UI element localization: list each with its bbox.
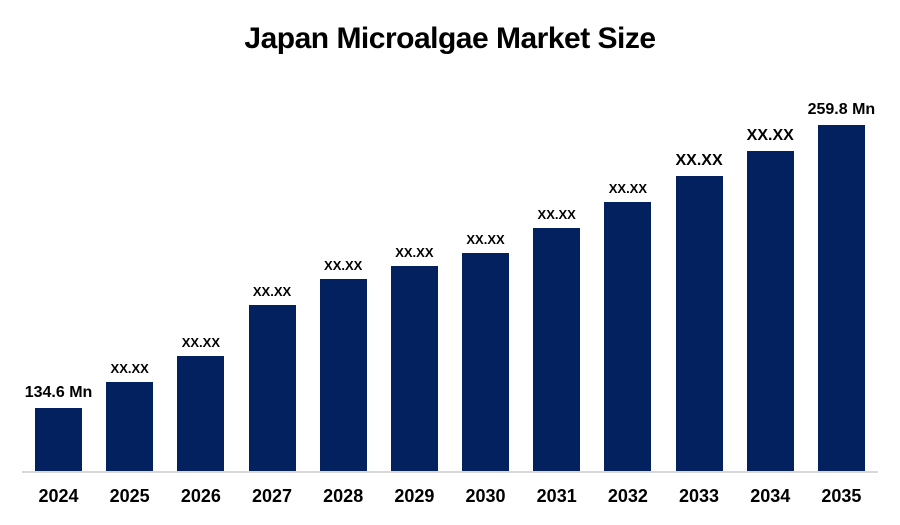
bar-value-label: XX.XX	[466, 232, 505, 247]
bar-value-label: XX.XX	[537, 207, 576, 222]
bar-value-label: XX.XX	[181, 335, 220, 350]
bar-2027: XX.XX	[248, 285, 296, 471]
x-tick-label-2027: 2027	[251, 486, 293, 506]
bar-2030: XX.XX	[462, 233, 510, 471]
bar-2026: XX.XX	[177, 336, 225, 471]
bar-2025: XX.XX	[106, 362, 154, 471]
bar-series: 134.6 Mn XX.XX XX.XX XX.XX XX.XX XX.XX XX.XX XX…	[25, 71, 875, 471]
bar-value-label: 259.8 Mn	[807, 101, 876, 118]
bar-value-label: XX.XX	[324, 258, 363, 273]
x-tick-label-2033: 2033	[679, 486, 720, 506]
x-tick-label-2031: 2031	[536, 486, 577, 506]
x-tick-label-2028: 2028	[323, 486, 364, 506]
bar-value-label: XX.XX	[675, 152, 723, 169]
x-axis-tick-labels: 2024 2025 2026 2027 2028 2029 2030 2031 2032 2033…	[35, 486, 865, 507]
bar-value-label: XX.XX	[252, 284, 292, 299]
x-axis-line	[22, 471, 878, 473]
bar-2028: XX.XX	[319, 259, 367, 471]
x-tick-label-2032: 2032	[607, 486, 648, 506]
x-tick-label-2025: 2025	[109, 486, 150, 506]
bar-value-label: 134.6 Mn	[24, 384, 93, 401]
bar-value-label: XX.XX	[395, 245, 434, 260]
x-tick-label-2029: 2029	[394, 486, 435, 506]
bar-2034: XX.XX	[747, 128, 794, 471]
x-tick-label-2026: 2026	[180, 486, 221, 506]
bar-2029: XX.XX	[390, 246, 438, 471]
x-tick-label-2030: 2030	[465, 486, 506, 506]
bar-2032: XX.XX	[604, 182, 652, 471]
x-tick-label-2035: 2035	[821, 486, 862, 506]
bar-value-label: XX.XX	[608, 181, 648, 196]
bar-2035: 259.8 Mn	[808, 102, 875, 471]
x-tick-label-2024: 2024	[38, 486, 79, 506]
bar-value-label: XX.XX	[110, 361, 149, 376]
bar-value-label: XX.XX	[746, 127, 794, 144]
x-tick-label-2034: 2034	[750, 486, 791, 506]
chart-title: Japan Microalgae Market Size	[244, 22, 656, 55]
bar-2031: XX.XX	[533, 208, 581, 471]
bar-2024: 134.6 Mn	[25, 385, 92, 471]
bar-2033: XX.XX	[675, 153, 723, 471]
